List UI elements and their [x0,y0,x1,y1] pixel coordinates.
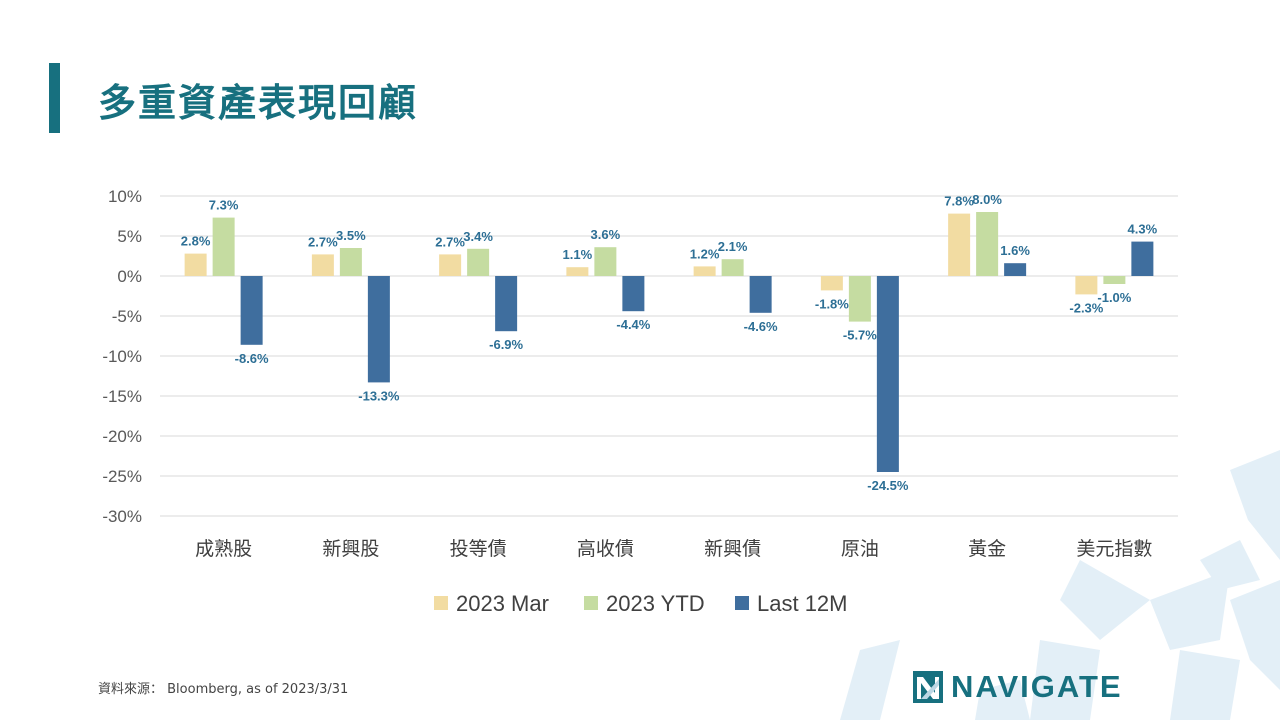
bar-12m [622,276,645,312]
gridlines [160,195,1178,517]
bar-ytd [467,248,490,276]
bar-12m [240,276,263,345]
data-label: -24.5% [867,478,909,493]
data-labels: 2.8%7.3%-8.6%2.7%3.5%-13.3%2.7%3.4%-6.9%… [181,192,1158,493]
x-tick-label: 新興股 [322,538,379,560]
data-label: 3.5% [336,228,366,243]
bar-mar [693,266,716,276]
legend-swatch [434,596,448,610]
source-note: 資料來源： Bloomberg, as of 2023/3/31 [98,682,349,697]
y-tick-label: -25% [102,467,142,486]
legend-label: Last 12M [757,591,848,616]
bar-ytd [594,247,617,276]
bar-mar [820,276,843,291]
bar-mar [1075,276,1098,295]
x-tick-label: 原油 [841,538,879,560]
data-label: 4.3% [1128,222,1158,237]
data-label: 1.6% [1000,243,1030,258]
data-label: 2.8% [181,234,211,249]
x-tick-label: 高收債 [577,538,634,560]
legend-label: 2023 YTD [606,591,705,616]
data-label: -2.3% [1069,300,1103,315]
data-label: -1.8% [815,296,849,311]
page-title: 多重資產表現回顧 [98,81,419,125]
y-tick-label: -15% [102,387,142,406]
legend: 2023 Mar 2023 YTD Last 12M [434,591,848,616]
data-label: -5.7% [843,328,877,343]
bar-mar [311,254,334,276]
x-tick-label: 美元指數 [1076,538,1152,560]
data-label: 3.4% [463,229,493,244]
y-axis: 10% 5% 0% -5% -10% -15% -20% -25% -30% [102,187,142,526]
data-label: -6.9% [489,337,523,352]
bar-12m [876,276,899,472]
bar-mar [184,253,207,276]
y-tick-label: 5% [117,227,142,246]
navigate-logo-icon [913,671,943,703]
bars [184,212,1154,472]
bar-ytd [721,259,744,276]
y-tick-label: 10% [108,187,142,206]
bar-mar [948,213,971,276]
x-tick-label: 黃金 [968,538,1006,560]
x-tick-label: 投等債 [450,538,507,560]
data-label: 2.1% [718,239,748,254]
y-tick-label: 0% [117,267,142,286]
y-tick-label: -5% [112,307,142,326]
bar-ytd [976,212,999,276]
x-tick-label: 新興債 [704,538,761,560]
title-accent-bar [49,63,60,133]
legend-swatch [584,596,598,610]
bar-12m [367,276,390,383]
bar-mar [439,254,462,276]
data-label: 2.7% [308,234,338,249]
x-axis: 成熟股 新興股 投等債 高收債 新興債 原油 黃金 美元指數 [195,538,1152,560]
data-label: -4.4% [616,317,650,332]
data-label: 1.2% [690,246,720,261]
bar-12m [495,276,518,332]
legend-label: 2023 Mar [456,591,549,616]
data-label: -8.6% [235,351,269,366]
data-label: 7.3% [209,198,239,213]
data-label: 1.1% [563,247,593,262]
logo-text: NAVIGATE [951,669,1123,704]
y-tick-label: -30% [102,507,142,526]
y-tick-label: -10% [102,347,142,366]
data-label: 3.6% [591,227,621,242]
data-label: -13.3% [358,388,400,403]
bar-12m [1131,241,1154,276]
bar-ytd [339,248,362,276]
bar-ytd [848,276,871,322]
data-label: -4.6% [744,319,778,334]
data-label: 7.8% [944,194,974,209]
data-label: -1.0% [1097,290,1131,305]
bar-ytd [212,217,235,276]
bar-ytd [1103,276,1126,284]
data-label: 2.7% [435,234,465,249]
x-tick-label: 成熟股 [195,538,252,560]
data-label: 8.0% [972,192,1002,207]
y-tick-label: -20% [102,427,142,446]
bar-mar [566,267,589,276]
navigate-logo: NAVIGATE [913,668,1123,706]
legend-swatch [735,596,749,610]
bar-12m [749,276,772,313]
bar-12m [1004,263,1027,276]
